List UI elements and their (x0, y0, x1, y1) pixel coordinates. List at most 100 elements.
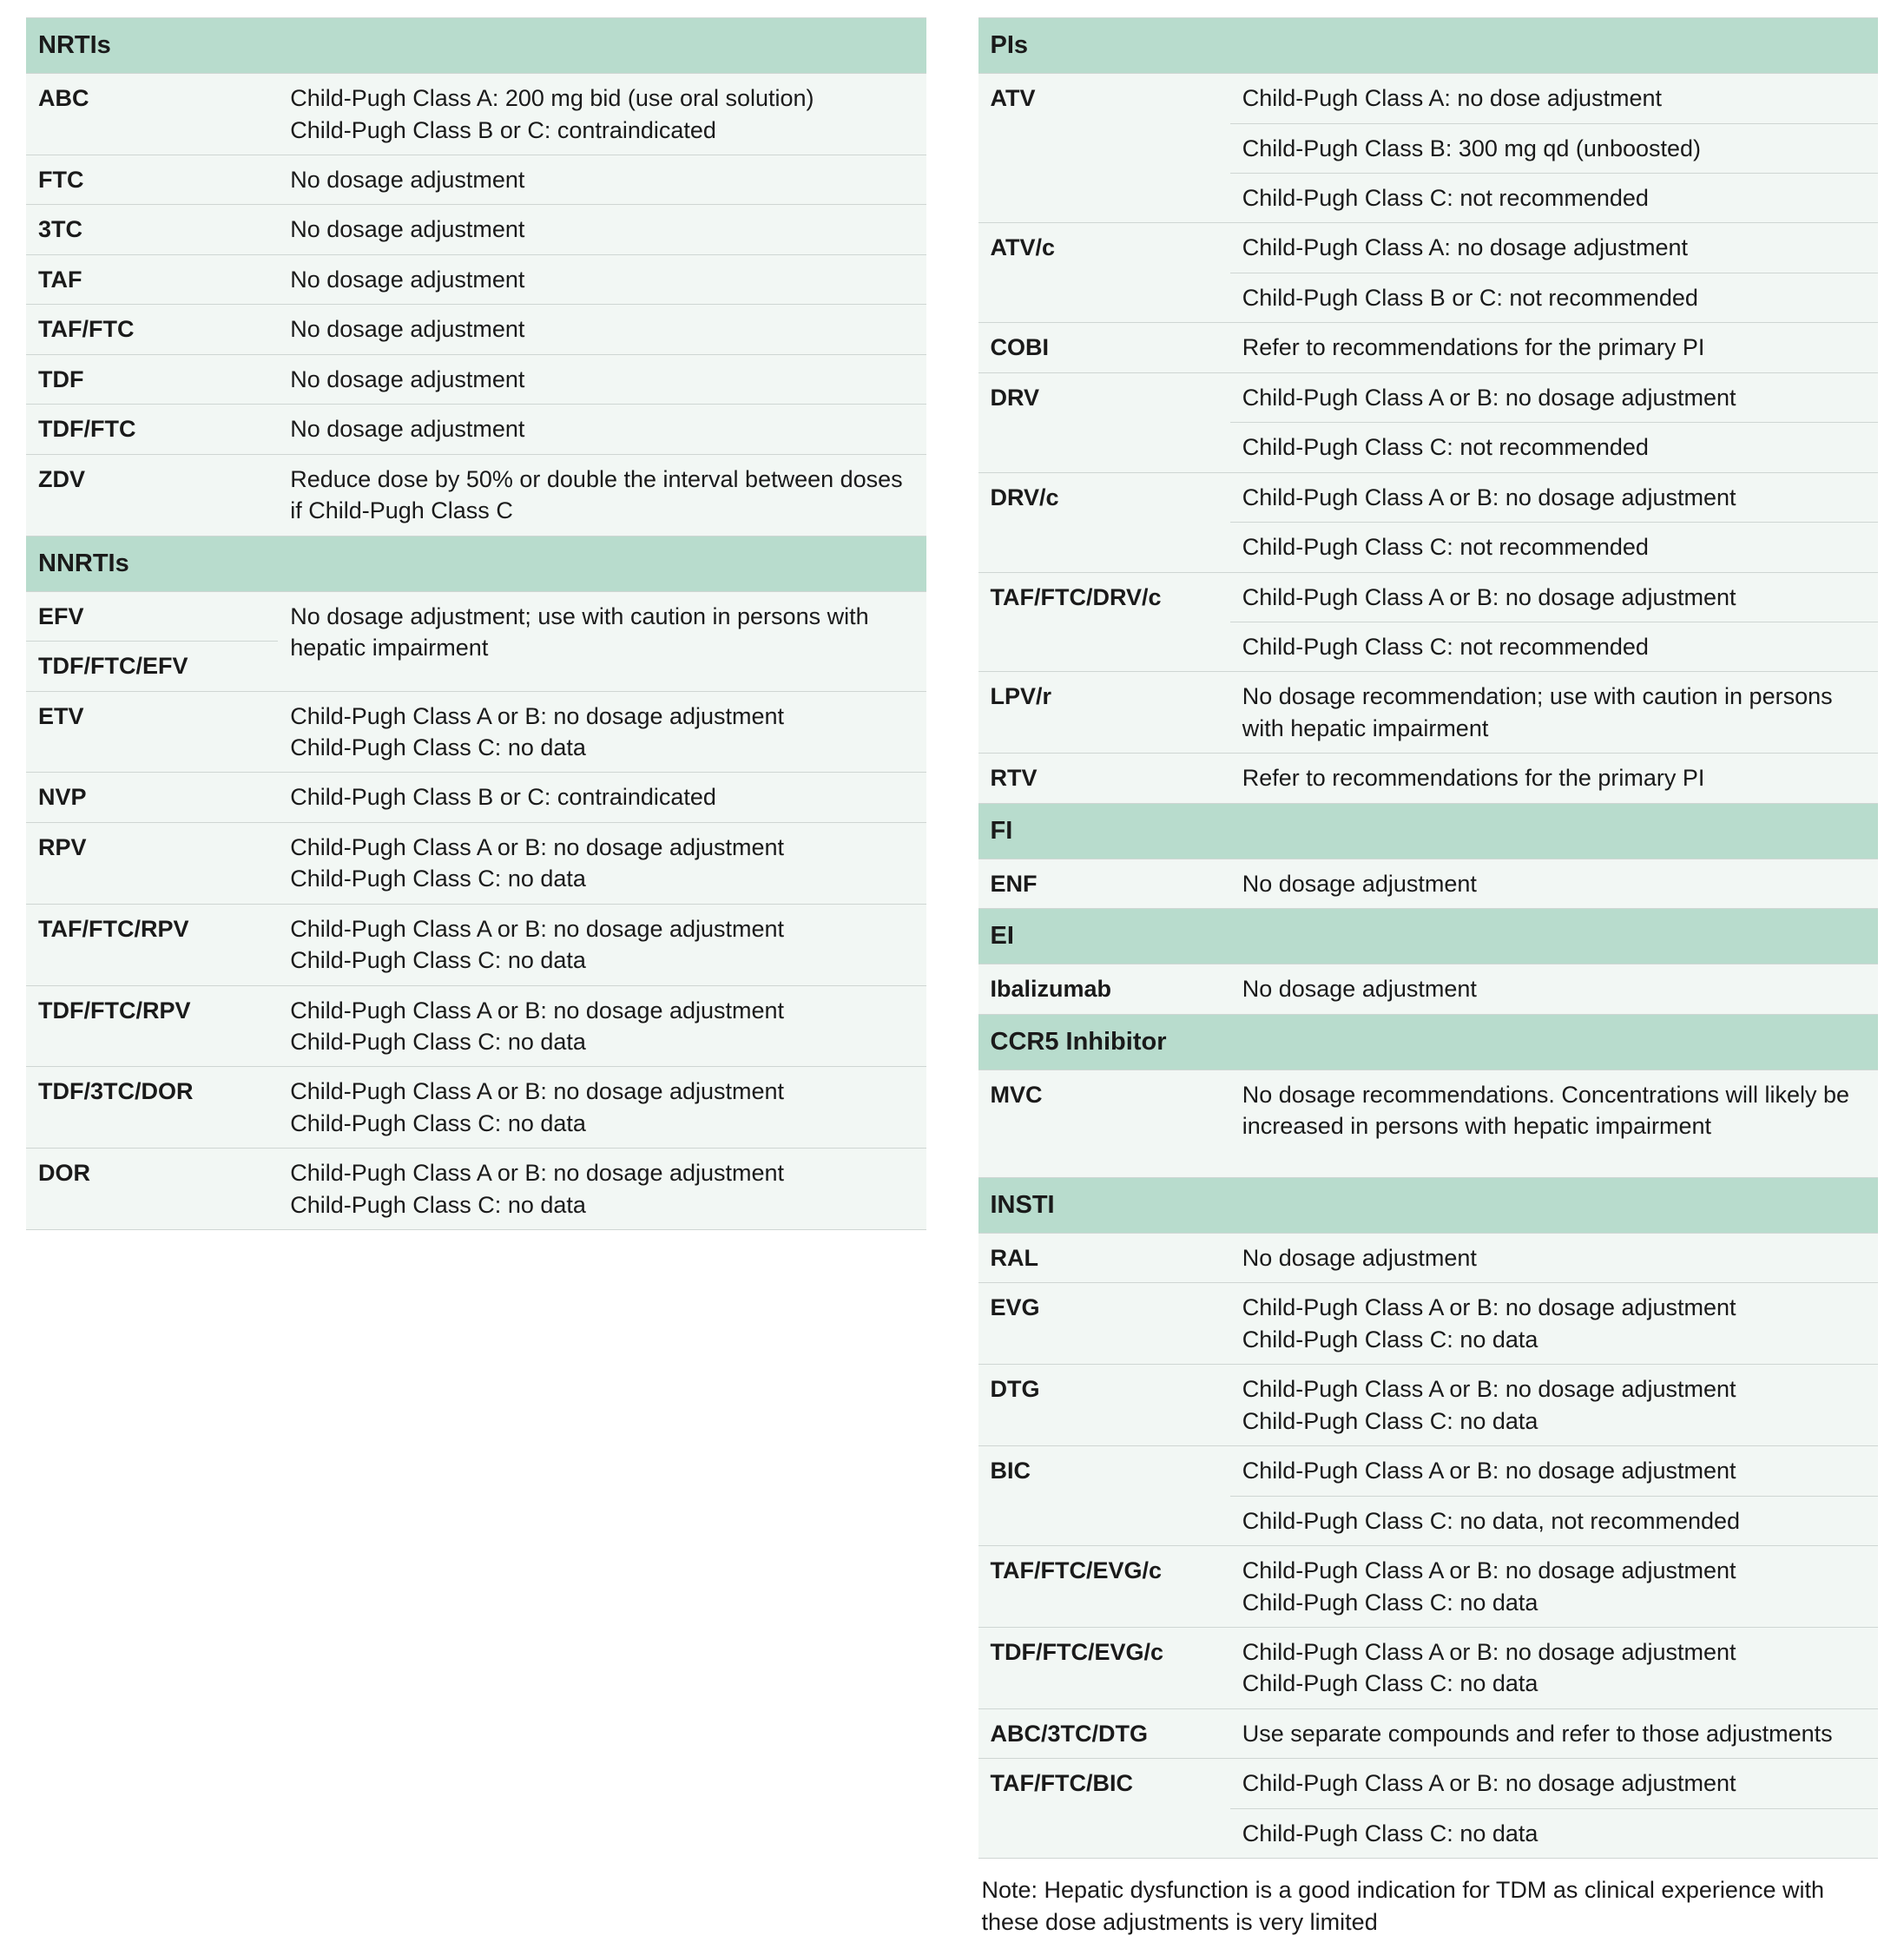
table-row: RTVRefer to recommendations for the prim… (978, 754, 1879, 803)
drug-recommendation: Child-Pugh Class A: no dosage adjustment (1230, 223, 1878, 273)
drug-recommendation: No dosage adjustment (278, 155, 926, 205)
drug-name: ZDV (26, 454, 278, 536)
drug-name: TDF/FTC/RPV (26, 985, 278, 1067)
table-row: ZDVReduce dose by 50% or double the inte… (26, 454, 926, 536)
table-row: EFVNo dosage adjustment; use with cautio… (26, 591, 926, 641)
table-row: ETVChild-Pugh Class A or B: no dosage ad… (26, 691, 926, 773)
drug-recommendation: Child-Pugh Class A: no dose adjustment (1230, 74, 1878, 123)
footnote: Note: Hepatic dysfunction is a good indi… (978, 1859, 1879, 1938)
section-label: FI (978, 803, 1879, 859)
page: NRTIsABCChild-Pugh Class A: 200 mg bid (… (0, 0, 1904, 1955)
drug-recommendation: Reduce dose by 50% or double the interva… (278, 454, 926, 536)
table-row: COBIRefer to recommendations for the pri… (978, 323, 1879, 372)
drug-name: DTG (978, 1365, 1230, 1446)
drug-name: RAL (978, 1234, 1230, 1283)
table-row: TAF/FTC/EVG/cChild-Pugh Class A or B: no… (978, 1546, 1879, 1628)
table-row: TAF/FTC/RPVChild-Pugh Class A or B: no d… (26, 904, 926, 985)
right-column: PIsATVChild-Pugh Class A: no dose adjust… (978, 17, 1879, 1938)
drug-name: TAF/FTC (26, 305, 278, 354)
table-row: TDF/3TC/DORChild-Pugh Class A or B: no d… (26, 1067, 926, 1149)
section-label: EI (978, 909, 1879, 964)
drug-recommendation: Child-Pugh Class B or C: contraindicated (278, 773, 926, 822)
drug-recommendation: Child-Pugh Class C: not recommended (1230, 423, 1878, 472)
drug-name: EVG (978, 1283, 1230, 1365)
drug-recommendation: No dosage adjustment (278, 205, 926, 254)
drug-recommendation: Child-Pugh Class C: no data (1230, 1808, 1878, 1858)
drug-name: DRV/c (978, 472, 1230, 572)
section-label: INSTI (978, 1177, 1879, 1233)
drug-name: ENF (978, 859, 1230, 908)
drug-recommendation: Child-Pugh Class A or B: no dosage adjus… (1230, 472, 1878, 522)
table-row: DRVChild-Pugh Class A or B: no dosage ad… (978, 372, 1879, 422)
table-row: TAF/FTC/BICChild-Pugh Class A or B: no d… (978, 1759, 1879, 1808)
drug-name: EFV (26, 591, 278, 641)
drug-recommendation: Child-Pugh Class A or B: no dosage adjus… (1230, 1627, 1878, 1708)
section-header: NNRTIs (26, 536, 926, 591)
drug-recommendation: Child-Pugh Class B or C: not recommended (1230, 273, 1878, 322)
section-header: PIs (978, 18, 1879, 74)
section-header: INSTI (978, 1177, 1879, 1233)
drug-recommendation: Child-Pugh Class A or B: no dosage adjus… (278, 691, 926, 773)
drug-name: NVP (26, 773, 278, 822)
drug-recommendation: Child-Pugh Class A or B: no dosage adjus… (1230, 1446, 1878, 1496)
drug-name: ABC/3TC/DTG (978, 1708, 1230, 1758)
drug-recommendation: Child-Pugh Class A or B: no dosage adjus… (1230, 1546, 1878, 1628)
drug-recommendation: Child-Pugh Class B: 300 mg qd (unboosted… (1230, 123, 1878, 173)
drug-name: FTC (26, 155, 278, 205)
drug-name: TAF/FTC/BIC (978, 1759, 1230, 1859)
drug-recommendation: Child-Pugh Class A or B: no dosage adjus… (1230, 1283, 1878, 1365)
table-row: EVGChild-Pugh Class A or B: no dosage ad… (978, 1283, 1879, 1365)
drug-recommendation: Child-Pugh Class A or B: no dosage adjus… (1230, 372, 1878, 422)
table-row: DTGChild-Pugh Class A or B: no dosage ad… (978, 1365, 1879, 1446)
drug-recommendation: Refer to recommendations for the primary… (1230, 754, 1878, 803)
table-row: ATV/cChild-Pugh Class A: no dosage adjus… (978, 223, 1879, 273)
drug-name: TAF/FTC/DRV/c (978, 572, 1230, 672)
drug-recommendation: Child-Pugh Class C: not recommended (1230, 174, 1878, 223)
drug-name: ABC (26, 74, 278, 155)
section-header: CCR5 Inhibitor (978, 1014, 1879, 1070)
drug-name: RTV (978, 754, 1230, 803)
table-row: ATVChild-Pugh Class A: no dose adjustmen… (978, 74, 1879, 123)
table-row: LPV/rNo dosage recommendation; use with … (978, 672, 1879, 754)
drug-name: ETV (26, 691, 278, 773)
drug-name: ATV (978, 74, 1230, 223)
table-row: TDF/FTC/RPVChild-Pugh Class A or B: no d… (26, 985, 926, 1067)
left-table: NRTIsABCChild-Pugh Class A: 200 mg bid (… (26, 17, 926, 1230)
drug-recommendation: No dosage adjustment (1230, 1234, 1878, 1283)
table-row: TAF/FTC/DRV/cChild-Pugh Class A or B: no… (978, 572, 1879, 622)
drug-name: COBI (978, 323, 1230, 372)
drug-name: RPV (26, 822, 278, 904)
drug-name: TDF/FTC/EFV (26, 642, 278, 691)
section-label: CCR5 Inhibitor (978, 1014, 1879, 1070)
drug-recommendation: Child-Pugh Class A or B: no dosage adjus… (1230, 1365, 1878, 1446)
table-row: NVPChild-Pugh Class B or C: contraindica… (26, 773, 926, 822)
drug-recommendation: Child-Pugh Class A or B: no dosage adjus… (1230, 572, 1878, 622)
drug-name: BIC (978, 1446, 1230, 1546)
drug-name: TDF/3TC/DOR (26, 1067, 278, 1149)
section-header: FI (978, 803, 1879, 859)
table-row: TDF/FTCNo dosage adjustment (26, 405, 926, 454)
drug-name: TAF/FTC/RPV (26, 904, 278, 985)
drug-recommendation: Child-Pugh Class C: no data, not recomme… (1230, 1496, 1878, 1545)
drug-name: ATV/c (978, 223, 1230, 323)
drug-recommendation: No dosage adjustment (278, 305, 926, 354)
section-label: PIs (978, 18, 1879, 74)
drug-recommendation: Child-Pugh Class A or B: no dosage adjus… (278, 822, 926, 904)
table-row: ENFNo dosage adjustment (978, 859, 1879, 908)
right-table: PIsATVChild-Pugh Class A: no dose adjust… (978, 17, 1879, 1859)
drug-recommendation: Child-Pugh Class C: not recommended (1230, 622, 1878, 671)
drug-recommendation: No dosage adjustment (278, 405, 926, 454)
drug-recommendation: Child-Pugh Class A or B: no dosage adjus… (278, 904, 926, 985)
table-row: TDF/FTC/EVG/cChild-Pugh Class A or B: no… (978, 1627, 1879, 1708)
table-row: BICChild-Pugh Class A or B: no dosage ad… (978, 1446, 1879, 1496)
drug-name: TAF (26, 254, 278, 304)
drug-recommendation: Child-Pugh Class A or B: no dosage adjus… (1230, 1759, 1878, 1808)
drug-name: TDF/FTC (26, 405, 278, 454)
drug-recommendation: No dosage recommendations. Concentration… (1230, 1070, 1878, 1178)
drug-recommendation: Child-Pugh Class A: 200 mg bid (use oral… (278, 74, 926, 155)
drug-name: LPV/r (978, 672, 1230, 754)
drug-name: Ibalizumab (978, 964, 1230, 1014)
table-row: ABC/3TC/DTGUse separate compounds and re… (978, 1708, 1879, 1758)
drug-name: TDF/FTC/EVG/c (978, 1627, 1230, 1708)
drug-name: TDF (26, 354, 278, 404)
